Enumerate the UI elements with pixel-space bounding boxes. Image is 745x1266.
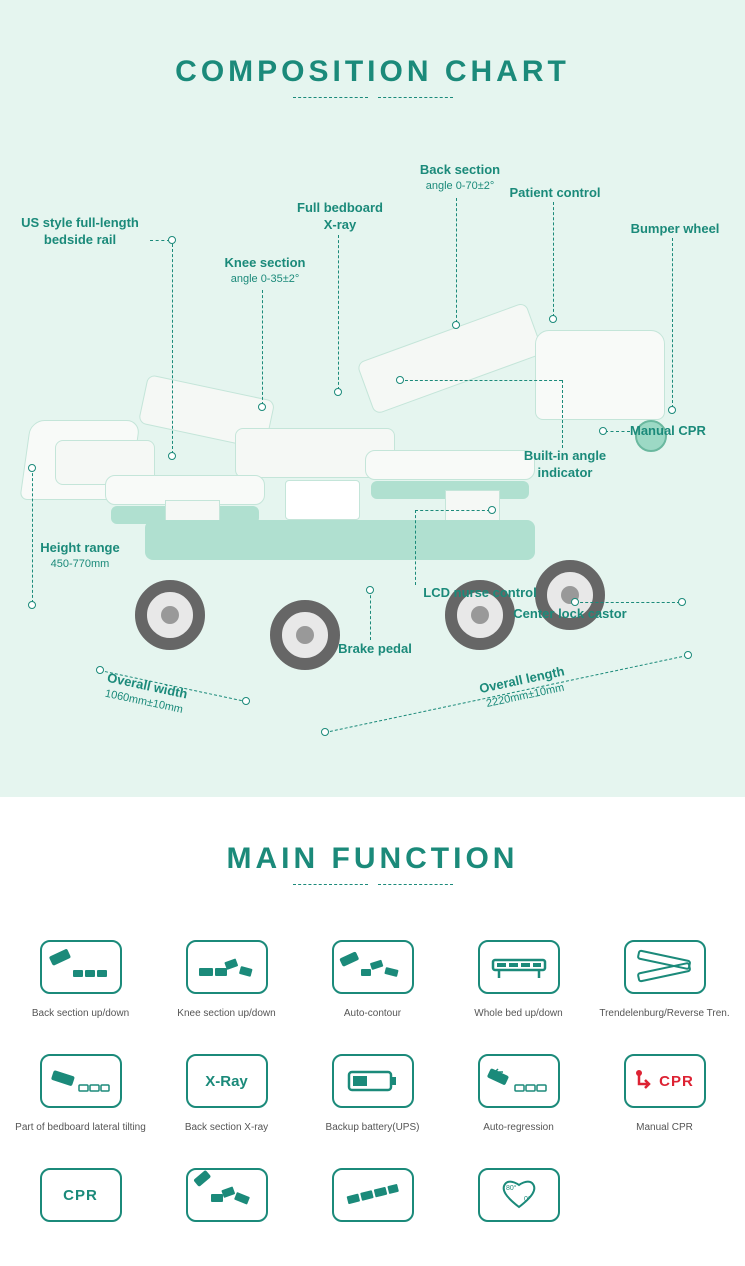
- composition-title: COMPOSITION CHART: [0, 0, 745, 89]
- title-underline: [293, 884, 453, 885]
- bed-contour-icon: [332, 940, 414, 994]
- func-backup-battery: Backup battery(UPS): [305, 1054, 441, 1133]
- func-label: Back section X-ray: [185, 1122, 268, 1133]
- bed-tilt-icon: [40, 1054, 122, 1108]
- composition-chart-section: COMPOSITION CHART: [0, 0, 745, 795]
- func-angle-display: 80° 0°: [451, 1168, 587, 1236]
- cpr-lever-icon: CPR: [624, 1054, 706, 1108]
- dimension-length: Overall length 2220mm±10mm: [478, 663, 569, 710]
- label-center-lock: Center lock castor: [500, 606, 640, 623]
- label-patient-control: Patient control: [500, 185, 610, 202]
- dimension-width: Overall width 1060mm±10mm: [103, 670, 189, 716]
- svg-text:80°: 80°: [506, 1184, 517, 1192]
- func-trendelenburg: Trendelenburg/Reverse Tren.: [597, 940, 733, 1019]
- label-bumper-wheel: Bumper wheel: [620, 221, 730, 238]
- label-lcd-nurse: LCD nurse control: [410, 585, 550, 602]
- func-label: Trendelenburg/Reverse Tren.: [599, 1008, 729, 1019]
- func-label: Back section up/down: [32, 1008, 129, 1019]
- func-label: Manual CPR: [636, 1122, 693, 1133]
- func-chair-pos: [159, 1168, 295, 1236]
- composition-diagram: US style full-length bedside rail Knee s…: [0, 120, 745, 795]
- func-knee-updown: Knee section up/down: [159, 940, 295, 1019]
- func-lateral-tilt: Part of bedboard lateral tilting: [13, 1054, 149, 1133]
- func-whole-bed: Whole bed up/down: [451, 940, 587, 1019]
- bed-regress-icon: [478, 1054, 560, 1108]
- bed-slope-icon: [332, 1168, 414, 1222]
- bed-knee-icon: [186, 940, 268, 994]
- func-auto-contour: Auto-contour: [305, 940, 441, 1019]
- bed-chair-icon: [186, 1168, 268, 1222]
- label-knee-section: Knee section angle 0-35±2°: [200, 255, 330, 286]
- cpr-text-icon: CPR: [40, 1168, 122, 1222]
- bed-cross-icon: [624, 940, 706, 994]
- bed-flat-icon: [478, 940, 560, 994]
- func-one-key-cpr: CPR: [13, 1168, 149, 1236]
- func-label: Auto-contour: [344, 1008, 401, 1019]
- svg-text:0°: 0°: [524, 1195, 531, 1203]
- func-auto-regression: Auto-regression: [451, 1054, 587, 1133]
- func-label: Knee section up/down: [177, 1008, 275, 1019]
- func-label: Auto-regression: [483, 1122, 554, 1133]
- func-back-updown: Back section up/down: [13, 940, 149, 1019]
- main-function-section: MAIN FUNCTION Back section up/down Knee …: [0, 795, 745, 1256]
- func-tilt-whole: [305, 1168, 441, 1236]
- func-label: Backup battery(UPS): [326, 1122, 420, 1133]
- func-back-xray: X-Ray Back section X-ray: [159, 1054, 295, 1133]
- bed-back-icon: [40, 940, 122, 994]
- title-underline: [293, 97, 453, 98]
- function-grid: Back section up/down Knee section up/dow…: [13, 940, 733, 1236]
- angle-heart-icon: 80° 0°: [478, 1168, 560, 1222]
- label-brake-pedal: Brake pedal: [320, 641, 430, 658]
- label-bedboard-xray: Full bedboard X-ray: [285, 200, 395, 234]
- func-label: Part of bedboard lateral tilting: [15, 1122, 146, 1133]
- xray-text-icon: X-Ray: [186, 1054, 268, 1108]
- label-angle-indicator: Built-in angle indicator: [510, 448, 620, 482]
- label-bedside-rail: US style full-length bedside rail: [10, 215, 150, 249]
- battery-icon: [332, 1054, 414, 1108]
- label-height-range: Height range 450-770mm: [30, 540, 130, 571]
- label-manual-cpr: Manual CPR: [630, 423, 720, 440]
- main-function-title: MAIN FUNCTION: [0, 842, 745, 876]
- func-label: Whole bed up/down: [474, 1008, 562, 1019]
- func-manual-cpr: CPR Manual CPR: [597, 1054, 733, 1133]
